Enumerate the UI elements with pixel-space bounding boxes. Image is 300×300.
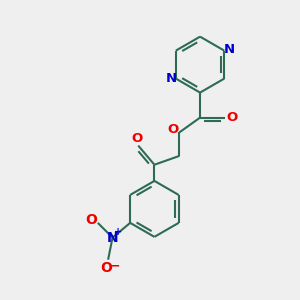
Text: N: N [165, 72, 176, 85]
Text: N: N [107, 231, 118, 244]
Text: O: O [131, 132, 142, 145]
Text: O: O [167, 123, 178, 136]
Text: N: N [224, 43, 235, 56]
Text: O: O [226, 111, 237, 124]
Text: O: O [101, 261, 112, 274]
Text: −: − [109, 259, 120, 272]
Text: O: O [85, 213, 97, 227]
Text: +: + [114, 227, 122, 237]
